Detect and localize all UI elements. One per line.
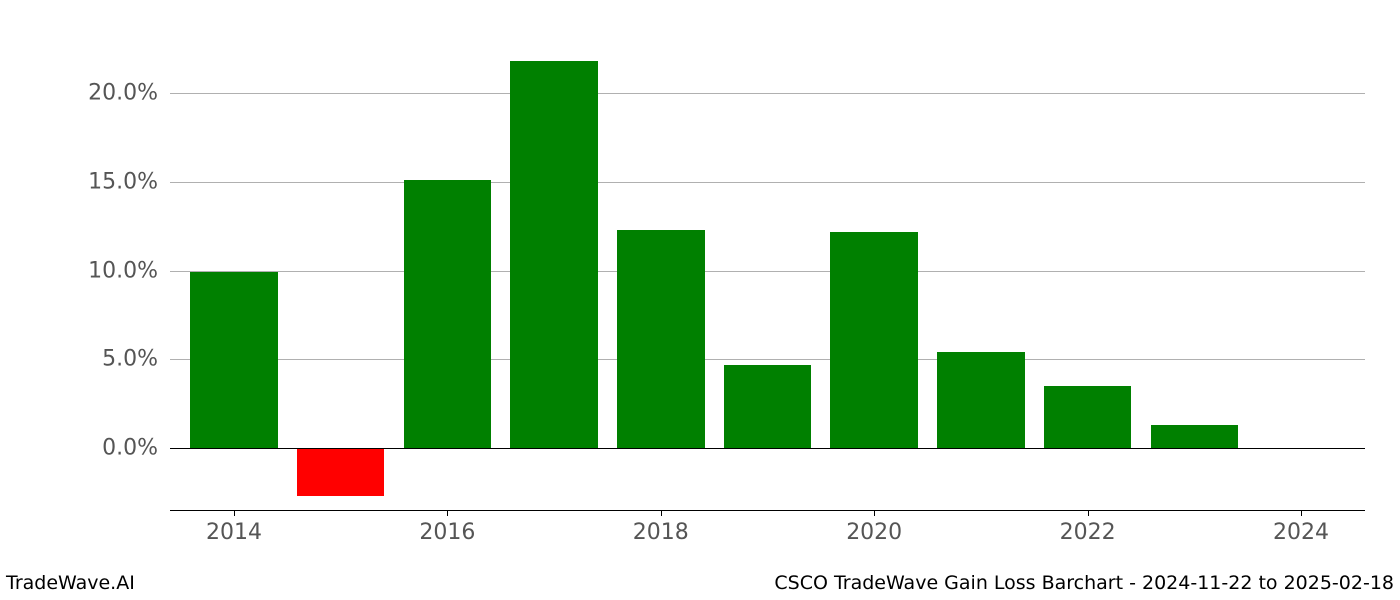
- x-tick-label: 2014: [206, 520, 262, 545]
- x-tick-label: 2020: [846, 520, 902, 545]
- x-tick-mark: [447, 510, 448, 516]
- y-tick-label: 15.0%: [8, 169, 158, 194]
- bar: [1151, 425, 1238, 448]
- y-tick-label: 20.0%: [8, 81, 158, 106]
- bottom-spine: [170, 510, 1365, 511]
- x-tick-mark: [661, 510, 662, 516]
- bar: [297, 448, 384, 496]
- bar: [830, 232, 917, 448]
- x-tick-mark: [1301, 510, 1302, 516]
- bar: [190, 272, 277, 448]
- bar: [724, 365, 811, 448]
- gridline: [170, 182, 1365, 183]
- y-tick-label: 0.0%: [8, 435, 158, 460]
- x-tick-mark: [1088, 510, 1089, 516]
- bar: [937, 352, 1024, 448]
- bar: [1044, 386, 1131, 448]
- y-tick-label: 5.0%: [8, 347, 158, 372]
- bar: [404, 180, 491, 448]
- bar: [510, 61, 597, 448]
- x-tick-mark: [234, 510, 235, 516]
- x-tick-label: 2016: [419, 520, 475, 545]
- x-tick-mark: [874, 510, 875, 516]
- barchart: 0.0% 5.0% 10.0% 15.0% 20.0% 2014 2016 2018 2020 2…: [0, 0, 1400, 600]
- zero-line: [170, 448, 1365, 449]
- gridline: [170, 359, 1365, 360]
- footer-right-text: CSCO TradeWave Gain Loss Barchart - 2024…: [774, 572, 1394, 594]
- gridline: [170, 93, 1365, 94]
- bar: [617, 230, 704, 448]
- gridline: [170, 271, 1365, 272]
- plot-area: 0.0%5.0%10.0%15.0%20.0%20142016201820202…: [170, 40, 1365, 510]
- x-tick-label: 2022: [1060, 520, 1116, 545]
- x-tick-label: 2024: [1273, 520, 1329, 545]
- x-tick-label: 2018: [633, 520, 689, 545]
- footer-left-text: TradeWave.AI: [6, 572, 135, 594]
- y-tick-label: 10.0%: [8, 258, 158, 283]
